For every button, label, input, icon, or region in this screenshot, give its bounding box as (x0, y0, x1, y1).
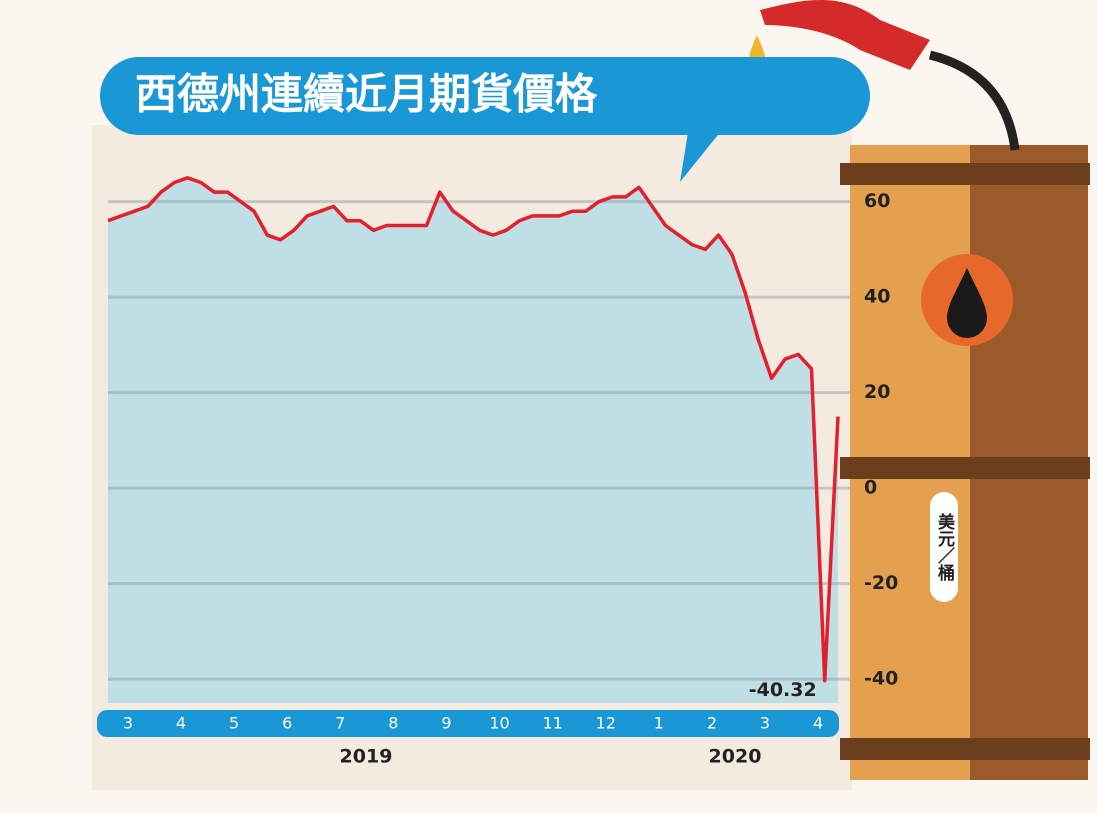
x-tick-label: 10 (489, 714, 509, 733)
line (107, 176, 840, 683)
x-axis-bar (97, 710, 839, 737)
year-label: 2020 (709, 746, 762, 768)
x-tick-label: 2 (707, 714, 717, 733)
y-tick-label: -40 (864, 668, 898, 690)
chart-title: 西德州連續近月期貨價格 (135, 70, 598, 119)
x-tick-label: 12 (596, 714, 616, 733)
x-tick-label: 8 (388, 714, 398, 733)
y-tick-label: 20 (864, 381, 890, 403)
y-tick-label: 0 (864, 477, 877, 499)
x-tick-label: 6 (282, 714, 292, 733)
x-tick-label: 11 (542, 714, 562, 733)
barrel (749, 0, 1090, 780)
value-label: -40.32 (749, 679, 817, 701)
x-tick-label: 4 (813, 714, 823, 733)
x-tick-label: 4 (176, 714, 186, 733)
x-tick-label: 9 (441, 714, 451, 733)
year-label: 2019 (340, 746, 393, 768)
x-tick-label: 1 (654, 714, 664, 733)
y-tick-label: -20 (864, 572, 898, 594)
title-bubble (100, 57, 870, 182)
unit-label: 美元／桶 (934, 512, 955, 582)
y-tick-label: 60 (864, 190, 890, 212)
y-tick-label: 40 (864, 286, 890, 308)
area (108, 177, 838, 704)
x-tick-label: 3 (760, 714, 770, 733)
x-tick-label: 5 (229, 714, 239, 733)
x-tick-label: 7 (335, 714, 345, 733)
x-tick-label: 3 (123, 714, 133, 733)
